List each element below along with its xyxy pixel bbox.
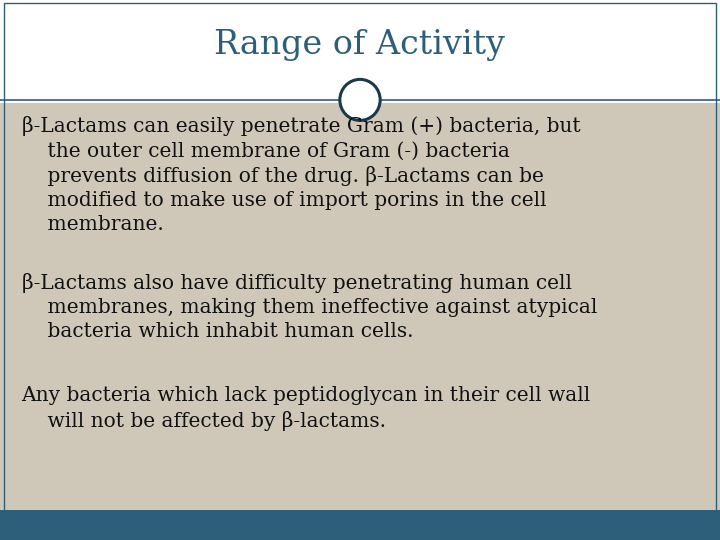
Ellipse shape [340, 79, 380, 120]
FancyBboxPatch shape [0, 510, 720, 540]
Text: β-Lactams can easily penetrate Gram (+) bacteria, but
    the outer cell membran: β-Lactams can easily penetrate Gram (+) … [22, 116, 580, 234]
Text: Any bacteria which lack peptidoglycan in their cell wall
    will not be affecte: Any bacteria which lack peptidoglycan in… [22, 386, 591, 431]
Text: Range of Activity: Range of Activity [215, 29, 505, 60]
FancyBboxPatch shape [0, 103, 720, 510]
Text: β-Lactams also have difficulty penetrating human cell
    membranes, making them: β-Lactams also have difficulty penetrati… [22, 273, 597, 341]
FancyBboxPatch shape [0, 0, 720, 100]
